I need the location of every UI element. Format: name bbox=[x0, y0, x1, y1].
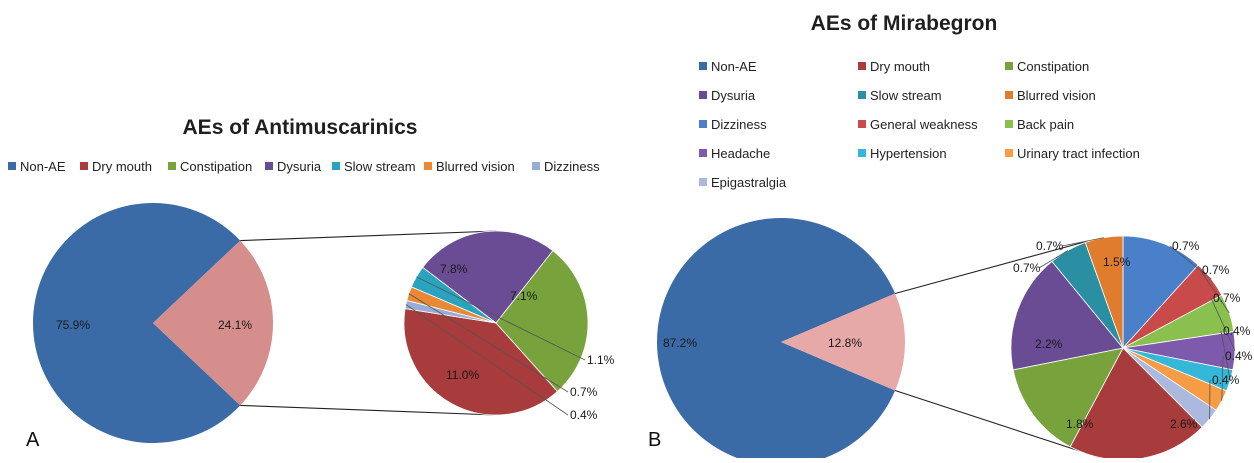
b-legend-label-slow-stream: Slow stream bbox=[870, 88, 942, 103]
b-sub-label-blurred-vision: 0.7% bbox=[1036, 239, 1064, 253]
breakdown-pie-a: 11.0% 7.8% 7.1% 1.1% 0.7% 0.4% bbox=[404, 231, 615, 422]
a-legend-swatch-dizziness bbox=[532, 162, 540, 170]
b-legend-label-general-weakness: General weakness bbox=[870, 117, 978, 132]
a-legend-label-non-ae: Non-AE bbox=[20, 159, 66, 174]
b-legend-swatch-headache bbox=[699, 149, 707, 157]
b-legend-swatch-epigastralgia bbox=[699, 178, 707, 186]
a-legend-label-dizziness: Dizziness bbox=[544, 159, 600, 174]
b-sub-label-urinary-tract-infection: 0.4% bbox=[1225, 349, 1253, 363]
b-legend-label-dizziness: Dizziness bbox=[711, 117, 767, 132]
b-legend-swatch-dry-mouth bbox=[858, 62, 866, 70]
b-legend-label-non-ae: Non-AE bbox=[711, 59, 757, 74]
b-sub-label-dysuria: 2.2% bbox=[1035, 337, 1063, 351]
panel-letter-a: A bbox=[26, 429, 40, 451]
b-sub-label-epigastralgia: 0.4% bbox=[1212, 373, 1240, 387]
a-legend-swatch-dysuria bbox=[265, 162, 273, 170]
a-legend-label-dry-mouth: Dry mouth bbox=[92, 159, 152, 174]
panel-letter-b: B bbox=[648, 429, 661, 451]
b-sub-label-slow-stream: 0.7% bbox=[1013, 261, 1041, 275]
a-legend-swatch-constipation bbox=[168, 162, 176, 170]
b-sub-label-dry-mouth: 2.6% bbox=[1170, 417, 1198, 431]
a-sub-label-dizziness: 0.4% bbox=[570, 408, 598, 422]
chart-title-b: AEs of Mirabegron bbox=[811, 12, 998, 35]
breakdown-pie-b: 1.5%0.7%0.7%0.7%0.4%0.4%0.4%2.6%1.8%2.2%… bbox=[1011, 236, 1253, 458]
b-legend-swatch-dizziness bbox=[699, 120, 707, 128]
a-sub-label-constipation: 7.8% bbox=[440, 262, 468, 276]
a-label-non-ae: 75.9% bbox=[56, 318, 90, 332]
a-legend-swatch-dry-mouth bbox=[80, 162, 88, 170]
b-legend-swatch-urinary-tract-infection bbox=[1005, 149, 1013, 157]
b-sub-label-hypertension: 0.4% bbox=[1223, 324, 1251, 338]
b-legend-label-headache: Headache bbox=[711, 146, 770, 161]
a-sub-label-dysuria: 7.1% bbox=[510, 289, 538, 303]
b-legend-label-hypertension: Hypertension bbox=[870, 146, 947, 161]
a-legend-swatch-slow-stream bbox=[332, 162, 340, 170]
a-label-ae: 24.1% bbox=[218, 318, 252, 332]
b-sub-label-headache: 0.7% bbox=[1213, 291, 1241, 305]
b-legend-swatch-general-weakness bbox=[858, 120, 866, 128]
b-legend-label-epigastralgia: Epigastralgia bbox=[711, 175, 787, 190]
b-legend-label-dry-mouth: Dry mouth bbox=[870, 59, 930, 74]
b-legend-swatch-slow-stream bbox=[858, 91, 866, 99]
a-legend-label-slow-stream: Slow stream bbox=[344, 159, 416, 174]
b-label-non-ae: 87.2% bbox=[663, 336, 697, 350]
a-legend-label-blurred-vision: Blurred vision bbox=[436, 159, 515, 174]
b-legend-swatch-dysuria bbox=[699, 91, 707, 99]
b-legend-swatch-constipation bbox=[1005, 62, 1013, 70]
main-pie-a: 75.9% 24.1% bbox=[33, 203, 273, 443]
b-legend-label-dysuria: Dysuria bbox=[711, 88, 756, 103]
b-label-ae: 12.8% bbox=[828, 336, 862, 350]
a-legend-label-dysuria: Dysuria bbox=[277, 159, 322, 174]
main-pie-b: 87.2% 12.8% bbox=[657, 218, 905, 458]
a-legend-label-constipation: Constipation bbox=[180, 159, 252, 174]
a-sub-label-slow-stream: 1.1% bbox=[587, 353, 615, 367]
a-sub-label-dry-mouth: 11.0% bbox=[446, 368, 479, 382]
b-legend-label-constipation: Constipation bbox=[1017, 59, 1089, 74]
b-legend-label-back-pain: Back pain bbox=[1017, 117, 1074, 132]
legend-b: Non-AE Dry mouth Constipation Dysuria Slow s… bbox=[699, 59, 1140, 190]
b-legend-swatch-back-pain bbox=[1005, 120, 1013, 128]
b-sub-label-general-weakness: 0.7% bbox=[1172, 239, 1200, 253]
b-legend-swatch-hypertension bbox=[858, 149, 866, 157]
a-legend-swatch-non-ae bbox=[8, 162, 16, 170]
chart-title-a: AEs of Antimuscarinics bbox=[183, 116, 418, 139]
legend-a: Non-AE Dry mouth Constipation Dysuria Slow s… bbox=[8, 159, 600, 174]
b-legend-label-urinary-tract-infection: Urinary tract infection bbox=[1017, 146, 1140, 161]
b-legend-swatch-non-ae bbox=[699, 62, 707, 70]
b-legend-swatch-blurred-vision bbox=[1005, 91, 1013, 99]
b-sub-label-constipation: 1.8% bbox=[1066, 417, 1094, 431]
a-sub-label-blurred-vision: 0.7% bbox=[570, 385, 598, 399]
b-sub-label-back-pain: 0.7% bbox=[1202, 263, 1230, 277]
panel-a: AEs of Antimuscarinics Non-AE Dry mouth Co… bbox=[8, 116, 615, 451]
a-legend-swatch-blurred-vision bbox=[424, 162, 432, 170]
b-sub-label-dizziness: 1.5% bbox=[1103, 255, 1131, 269]
b-legend-label-blurred-vision: Blurred vision bbox=[1017, 88, 1096, 103]
panel-b: AEs of Mirabegron Non-AE Dry mouth Constip… bbox=[648, 12, 1253, 458]
